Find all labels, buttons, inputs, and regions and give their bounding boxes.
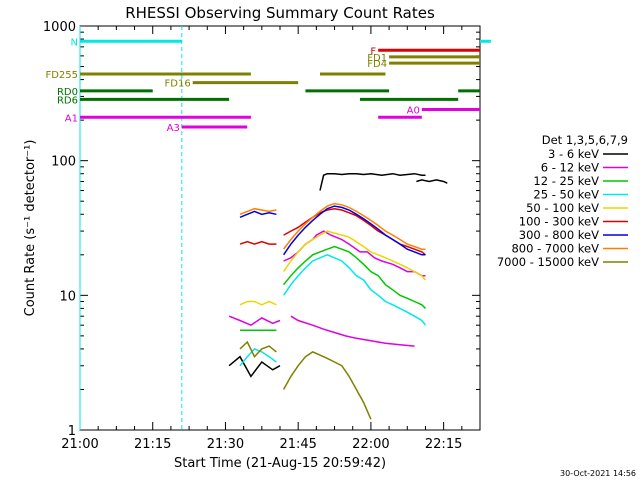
flag-label: RD6 [57, 95, 78, 106]
series-line [283, 202, 426, 250]
series-line [239, 300, 277, 306]
legend-label: 800 - 7000 keV [511, 242, 599, 256]
y-tick-label: 100 [51, 155, 76, 170]
x-tick-label: 21:00 [61, 437, 98, 452]
series-line [239, 240, 277, 245]
x-tick-label: 21:45 [279, 437, 316, 452]
x-tick-label: 22:15 [425, 437, 462, 452]
flag-label: A1 [65, 113, 78, 124]
series-line [282, 253, 427, 326]
legend-label: 6 - 12 keV [541, 161, 599, 175]
y-axis-label: Count Rate (s⁻¹ detector⁻¹) [23, 140, 38, 317]
flag-label: FD1 [367, 53, 387, 64]
legend-label: 25 - 50 keV [533, 188, 599, 202]
legend-title: Det 1,3,5,6,7,9 [542, 133, 628, 147]
flag-label: FD4 [367, 59, 387, 70]
series-line [282, 205, 426, 256]
chart-title: RHESSI Observing Summary Count Rates [125, 4, 435, 22]
timestamp: 30-Oct-2021 14:56 [560, 469, 636, 478]
flag-label: A0 [407, 105, 420, 116]
flag-label: RD0 [57, 87, 78, 98]
flag-label: A3 [167, 123, 180, 134]
flag-label: F [370, 46, 376, 57]
series-line [416, 179, 448, 184]
flag-label: FD255 [45, 70, 78, 81]
y-tick-label: 10 [59, 289, 76, 304]
flag-label: N [71, 37, 78, 48]
series-line [239, 348, 277, 367]
series-line [239, 340, 277, 359]
series-line [228, 315, 281, 327]
plot-frame [79, 25, 481, 431]
x-tick-label: 22:00 [352, 437, 389, 452]
legend-label: 12 - 25 keV [533, 174, 599, 188]
plot-area: 1 10 100 1000 21:00 21:15 21:30 21:45 22:00 22:15… [43, 20, 491, 452]
y-tick-label: 1 [68, 424, 76, 439]
series-line [282, 351, 372, 420]
series-line [282, 230, 427, 281]
x-axis-label: Start Time (21-Aug-15 20:59:42) [174, 456, 386, 471]
legend-label: 100 - 300 keV [519, 215, 599, 229]
legend-label: 50 - 100 keV [526, 201, 599, 215]
series-line [228, 355, 281, 378]
series-line [283, 245, 427, 309]
legend-label: 3 - 6 keV [548, 147, 599, 161]
series-line [290, 315, 415, 347]
series-line [239, 207, 277, 215]
series-line [283, 207, 426, 256]
legend-label: 7000 - 15000 keV [497, 255, 599, 269]
series-line [239, 210, 277, 218]
series-line [319, 172, 426, 191]
y-tick-label: 1000 [43, 20, 76, 35]
legend-label: 300 - 800 keV [519, 228, 599, 242]
flag-label: FD16 [165, 79, 191, 90]
x-tick-label: 21:15 [134, 437, 171, 452]
x-tick-label: 21:30 [207, 437, 244, 452]
